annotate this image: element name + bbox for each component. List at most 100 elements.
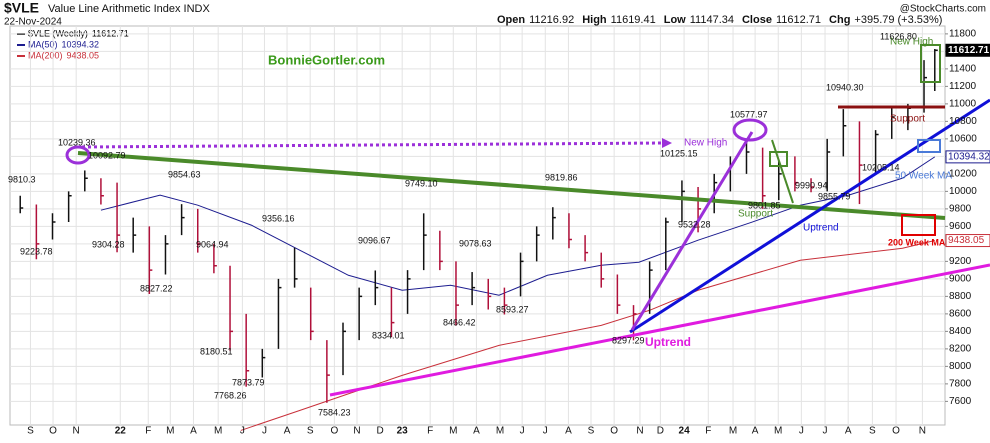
y-tick-label: 10600 bbox=[949, 134, 977, 145]
price-label: 10577.97 bbox=[730, 109, 768, 119]
y-tick-label: 7600 bbox=[949, 396, 972, 407]
y-tick-label: 7800 bbox=[949, 379, 972, 390]
blue-trendline bbox=[629, 98, 990, 334]
annotation: Support bbox=[890, 114, 925, 125]
x-tick-label: F bbox=[705, 426, 711, 437]
x-tick-label: A bbox=[190, 426, 197, 437]
x-tick-label: O bbox=[610, 426, 618, 437]
y-tick-label: 11200 bbox=[949, 81, 977, 92]
price-label: 8827.22 bbox=[140, 283, 173, 293]
quote-value: (+3.53%) bbox=[898, 14, 943, 26]
price-label: 11626.80 bbox=[880, 31, 917, 41]
y-axis: 7600780080008200840086008800900092009400… bbox=[8, 29, 990, 437]
price-label: 9801.85 bbox=[748, 200, 781, 210]
quote-value: 11619.41 bbox=[611, 14, 656, 26]
annotation: Uptrend bbox=[803, 223, 839, 234]
last-value: 9438.05 bbox=[948, 235, 985, 246]
x-tick-label: M bbox=[214, 426, 222, 437]
x-tick-label: N bbox=[73, 426, 80, 437]
annotation: Uptrend bbox=[645, 335, 691, 349]
price-label: 8334.01 bbox=[372, 330, 405, 340]
x-tick-label: S bbox=[307, 426, 314, 437]
x-tick-label: J bbox=[799, 426, 804, 437]
x-tick-label: M bbox=[729, 426, 737, 437]
y-tick-label: 8400 bbox=[949, 326, 972, 337]
x-tick-label: N bbox=[636, 426, 643, 437]
chart-date: 22-Nov-2024 bbox=[4, 17, 62, 28]
price-label: 9854.63 bbox=[168, 169, 201, 179]
x-tick-label: 23 bbox=[397, 426, 409, 437]
quote-name: Close bbox=[742, 14, 772, 26]
ma-line bbox=[100, 156, 936, 296]
y-tick-label: 9600 bbox=[949, 221, 972, 232]
x-tick-label: M bbox=[774, 426, 782, 437]
y-tick-label: 11400 bbox=[949, 64, 977, 75]
plot-frame bbox=[9, 25, 946, 426]
x-tick-label: F bbox=[427, 426, 433, 437]
x-tick-label: A bbox=[473, 426, 480, 437]
x-tick-label: A bbox=[752, 426, 759, 437]
y-tick-label: 8600 bbox=[949, 309, 972, 320]
ma-line bbox=[240, 240, 935, 431]
price-label: 8466.42 bbox=[443, 317, 476, 327]
price-label: 8180.51 bbox=[200, 346, 233, 356]
x-tick-label: N bbox=[353, 426, 360, 437]
y-tick-label: 8200 bbox=[949, 344, 972, 355]
box bbox=[920, 44, 941, 83]
price-label: 7873.79 bbox=[232, 377, 265, 387]
drawings bbox=[65, 44, 990, 397]
y-tick-label: 10000 bbox=[949, 186, 977, 197]
price-label: 9078.63 bbox=[459, 238, 492, 248]
x-tick-label: N bbox=[919, 426, 926, 437]
dotted-line bbox=[81, 141, 663, 149]
x-tick-label: J bbox=[543, 426, 548, 437]
legend-value: 10394.32 bbox=[62, 39, 100, 49]
annotation: 200 Week MA bbox=[888, 237, 946, 247]
x-tick-label: A bbox=[845, 426, 852, 437]
last-value-box bbox=[945, 234, 990, 248]
bars bbox=[19, 49, 938, 403]
price-label: 9096.67 bbox=[358, 235, 391, 245]
x-tick-label: D bbox=[377, 426, 384, 437]
x-tick-label: J bbox=[823, 426, 828, 437]
x-tick-label: A bbox=[284, 426, 291, 437]
price-label: 10092.79 bbox=[88, 150, 126, 160]
quote-name: Low bbox=[664, 14, 686, 26]
y-tick-label: 11000 bbox=[949, 99, 977, 110]
legend-value: 9438.05 bbox=[67, 50, 100, 60]
lines bbox=[100, 156, 936, 431]
annotation: New High bbox=[890, 37, 933, 48]
last-value: 11612.71 bbox=[948, 45, 990, 56]
circle bbox=[732, 118, 768, 142]
price-label: 9532.28 bbox=[678, 219, 711, 229]
x-tick-label: M bbox=[166, 426, 174, 437]
price-label: 10940.30 bbox=[826, 82, 864, 92]
price-label: 10205.14 bbox=[862, 162, 900, 172]
price-label: 9819.86 bbox=[545, 172, 578, 182]
legend-label: MA(50) bbox=[28, 39, 58, 49]
x-tick-label: O bbox=[892, 426, 900, 437]
y-tick-label: 9800 bbox=[949, 204, 972, 215]
x-tick-label: S bbox=[869, 426, 876, 437]
x-tick-label: 24 bbox=[679, 426, 691, 437]
price-label: 9990.94 bbox=[795, 180, 828, 190]
box bbox=[917, 139, 941, 153]
chart-title: $VLE bbox=[4, 0, 39, 16]
grid bbox=[10, 26, 945, 425]
price-label: 8593.27 bbox=[496, 304, 529, 314]
quote: Open 11216.92 High 11619.41 Low 11147.34 Close… bbox=[497, 14, 942, 26]
y-tick-label: 9000 bbox=[949, 274, 972, 285]
price-label: 7768.26 bbox=[214, 390, 247, 400]
y-tick-label: 8800 bbox=[949, 291, 972, 302]
price-label: 9855.79 bbox=[818, 191, 851, 201]
x-tick-label: O bbox=[331, 426, 339, 437]
quote-value: 11612.71 bbox=[776, 14, 821, 26]
x-tick-label: S bbox=[588, 426, 595, 437]
box bbox=[901, 214, 936, 236]
x-tick-label: J bbox=[520, 426, 525, 437]
quote-value: +395.79 bbox=[854, 14, 894, 26]
price-label: 9304.28 bbox=[92, 239, 125, 249]
box bbox=[769, 151, 788, 167]
quote-name: Chg bbox=[829, 14, 850, 26]
